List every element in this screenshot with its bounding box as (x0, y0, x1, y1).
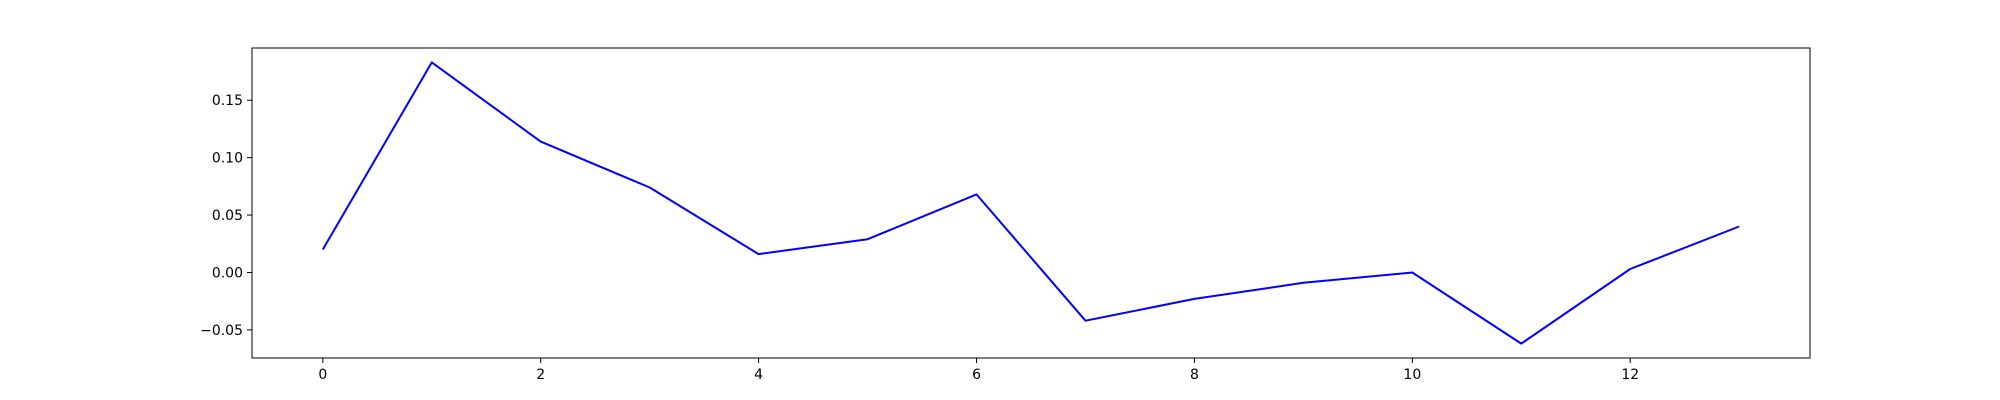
plot-frame (251, 47, 1811, 359)
y-tick-label: 0.00 (212, 265, 243, 281)
y-tick-label: 0.05 (212, 208, 243, 224)
x-tick-label: 2 (536, 367, 545, 383)
x-axis-ticks: 0 2 4 6 8 10 12 (318, 358, 1639, 383)
x-tick-label: 12 (1621, 367, 1639, 383)
y-axis-ticks: −0.05 0.00 0.05 0.10 0.15 (200, 93, 252, 339)
x-tick-label: 6 (972, 367, 981, 383)
series-line (321, 61, 1740, 345)
y-tick-label: 0.10 (212, 151, 243, 167)
x-tick-label: 0 (318, 367, 327, 383)
x-tick-label: 10 (1403, 367, 1421, 383)
x-tick-label: 8 (1190, 367, 1199, 383)
series-layer (321, 61, 1740, 345)
y-tick-label: −0.05 (200, 323, 243, 339)
x-tick-label: 4 (754, 367, 763, 383)
y-tick-label: 0.15 (212, 93, 243, 109)
